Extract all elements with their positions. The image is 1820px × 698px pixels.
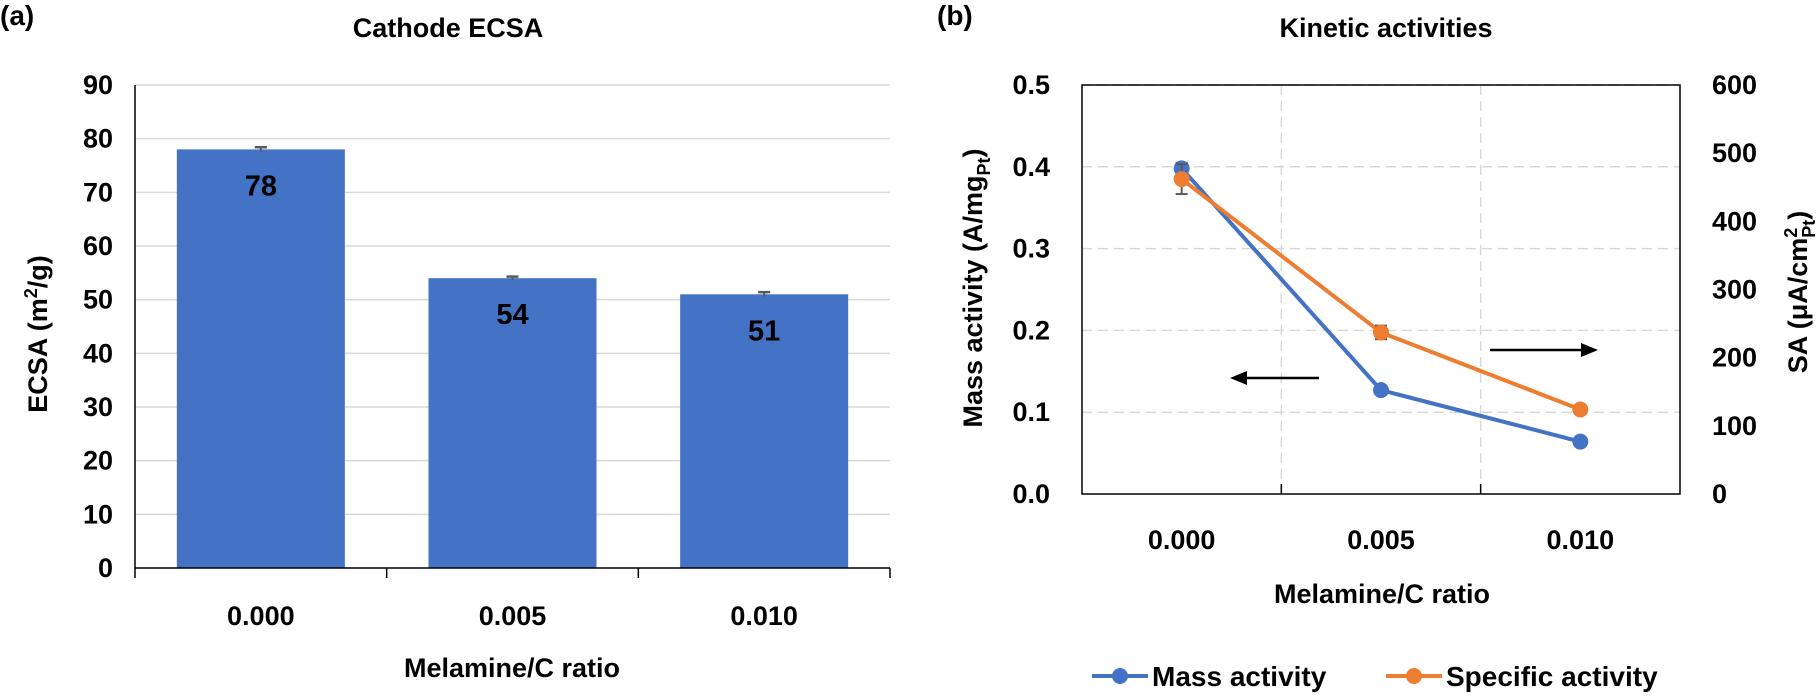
ecsa-bar bbox=[680, 294, 849, 568]
kinetic-axes bbox=[1081, 84, 1681, 495]
mass-activity-y-axis-title: Mass activity (A/mgPt) bbox=[958, 148, 994, 427]
ecsa-y-tick-label: 0 bbox=[98, 553, 113, 583]
ecsa-y-tick-labels: 0 10 20 30 40 50 60 70 80 90 bbox=[83, 70, 113, 583]
ecsa-y-title-superscript: 2 bbox=[21, 288, 41, 298]
specific-activity-legend-label: Specific activity bbox=[1446, 661, 1658, 692]
panel-b-label: (b) bbox=[937, 0, 973, 31]
sa-tick-label: 100 bbox=[1712, 411, 1757, 441]
panel-a-label: (a) bbox=[0, 0, 34, 31]
ecsa-bar bbox=[176, 149, 345, 568]
sa-tick-label: 600 bbox=[1712, 70, 1757, 100]
mass-activity-tick-label: 0.0 bbox=[1012, 479, 1050, 509]
ecsa-y-title-end: /g) bbox=[23, 255, 53, 288]
specific-activity-legend-marker bbox=[1406, 668, 1422, 684]
mass-activity-point bbox=[1373, 382, 1389, 399]
sa-title-subscript: Pt bbox=[1799, 220, 1819, 238]
ecsa-y-tick-label: 30 bbox=[83, 392, 113, 422]
mass-activity-point bbox=[1572, 433, 1589, 450]
ecsa-data-label: 54 bbox=[496, 299, 528, 331]
kinetic-line-chart: (b) Kinetic activities 0.00.10.20.30.40.… bbox=[937, 0, 1819, 692]
kinetic-x-axis-title: Melamine/C ratio bbox=[1274, 579, 1490, 609]
ecsa-bars bbox=[176, 146, 849, 568]
kinetic-right-y-tick-labels: 0 100 200 300 400 500 600 bbox=[1712, 70, 1757, 509]
ecsa-y-tick-label: 40 bbox=[83, 338, 113, 368]
mass-activity-tick-label: 0.5 bbox=[1012, 70, 1050, 100]
ecsa-y-axis-title: ECSA (m2/g) bbox=[21, 255, 53, 413]
left-arrow-head bbox=[1230, 371, 1247, 385]
mass-activity-title-main: Mass activity (A/mg bbox=[958, 175, 988, 427]
mass-activity-tick-label: 0.4 bbox=[1012, 152, 1050, 182]
sa-title-end: ) bbox=[1783, 211, 1813, 220]
kinetic-plot-frame bbox=[1081, 84, 1681, 495]
sa-title-main: SA (μA/cm bbox=[1783, 238, 1813, 374]
ecsa-x-tick-labels: 0.000 0.005 0.010 bbox=[227, 601, 798, 631]
sa-y-axis-title: SA (μA/cm2Pt) bbox=[1781, 211, 1819, 374]
ecsa-x-tick-label: 0.005 bbox=[479, 601, 547, 631]
sa-tick-label: 0 bbox=[1712, 479, 1727, 509]
ecsa-bar bbox=[428, 278, 597, 568]
kinetic-legend: Mass activity Specific activity bbox=[1092, 661, 1658, 692]
ecsa-data-label: 78 bbox=[245, 170, 277, 202]
ecsa-chart-title: Cathode ECSA bbox=[353, 13, 544, 43]
sa-tick-label: 500 bbox=[1712, 138, 1757, 168]
ecsa-x-tick-label: 0.000 bbox=[227, 601, 295, 631]
mass-activity-title-subscript: Pt bbox=[974, 157, 994, 175]
mass-activity-title-end: ) bbox=[958, 148, 988, 157]
kinetic-x-tick-label: 0.005 bbox=[1347, 525, 1415, 555]
kinetic-gridlines bbox=[1082, 84, 1680, 494]
ecsa-y-tick-label: 90 bbox=[83, 70, 113, 100]
ecsa-y-tick-label: 20 bbox=[83, 446, 113, 476]
mass-activity-tick-label: 0.1 bbox=[1012, 397, 1050, 427]
ecsa-data-labels: 78 54 51 bbox=[245, 170, 781, 347]
sa-tick-label: 400 bbox=[1712, 206, 1757, 236]
right-arrow-annotation bbox=[1490, 343, 1598, 357]
ecsa-y-tick-label: 60 bbox=[83, 231, 113, 261]
mass-activity-tick-label: 0.2 bbox=[1012, 315, 1050, 345]
ecsa-y-tick-label: 50 bbox=[83, 285, 113, 315]
ecsa-y-title-main: ECSA (m bbox=[23, 298, 53, 413]
sa-tick-label: 200 bbox=[1712, 343, 1757, 373]
ecsa-axes bbox=[134, 85, 891, 578]
specific-activity-point bbox=[1373, 324, 1389, 341]
kinetic-left-y-tick-labels: 0.0 0.1 0.2 0.3 0.4 0.5 bbox=[1012, 70, 1050, 509]
kinetic-chart-title: Kinetic activities bbox=[1279, 13, 1492, 43]
ecsa-data-label: 51 bbox=[748, 315, 780, 347]
mass-activity-line bbox=[1180, 167, 1581, 444]
ecsa-x-axis-title: Melamine/C ratio bbox=[404, 653, 620, 683]
ecsa-y-tick-label: 10 bbox=[83, 499, 113, 529]
ecsa-bar-chart: (a) Cathode ECSA 0 10 20 30 40 50 60 70 80 90 0.0… bbox=[0, 0, 891, 683]
kinetic-x-tick-label: 0.000 bbox=[1148, 525, 1216, 555]
right-arrow-head bbox=[1581, 343, 1598, 357]
specific-activity-point bbox=[1173, 171, 1190, 188]
sa-tick-label: 300 bbox=[1712, 275, 1757, 305]
ecsa-y-tick-label: 80 bbox=[83, 124, 113, 154]
ecsa-x-tick-label: 0.010 bbox=[730, 601, 798, 631]
sa-title-superscript: 2 bbox=[1781, 228, 1801, 238]
mass-activity-legend-marker bbox=[1112, 668, 1128, 684]
specific-activity-point bbox=[1572, 401, 1589, 418]
kinetic-series bbox=[1173, 160, 1589, 450]
mass-activity-legend-label: Mass activity bbox=[1152, 661, 1327, 692]
kinetic-x-tick-labels: 0.000 0.005 0.010 bbox=[1148, 525, 1614, 555]
mass-activity-tick-label: 0.3 bbox=[1012, 234, 1050, 264]
kinetic-x-tick-label: 0.010 bbox=[1547, 525, 1615, 555]
ecsa-y-tick-label: 70 bbox=[83, 177, 113, 207]
left-arrow-annotation bbox=[1230, 371, 1319, 385]
